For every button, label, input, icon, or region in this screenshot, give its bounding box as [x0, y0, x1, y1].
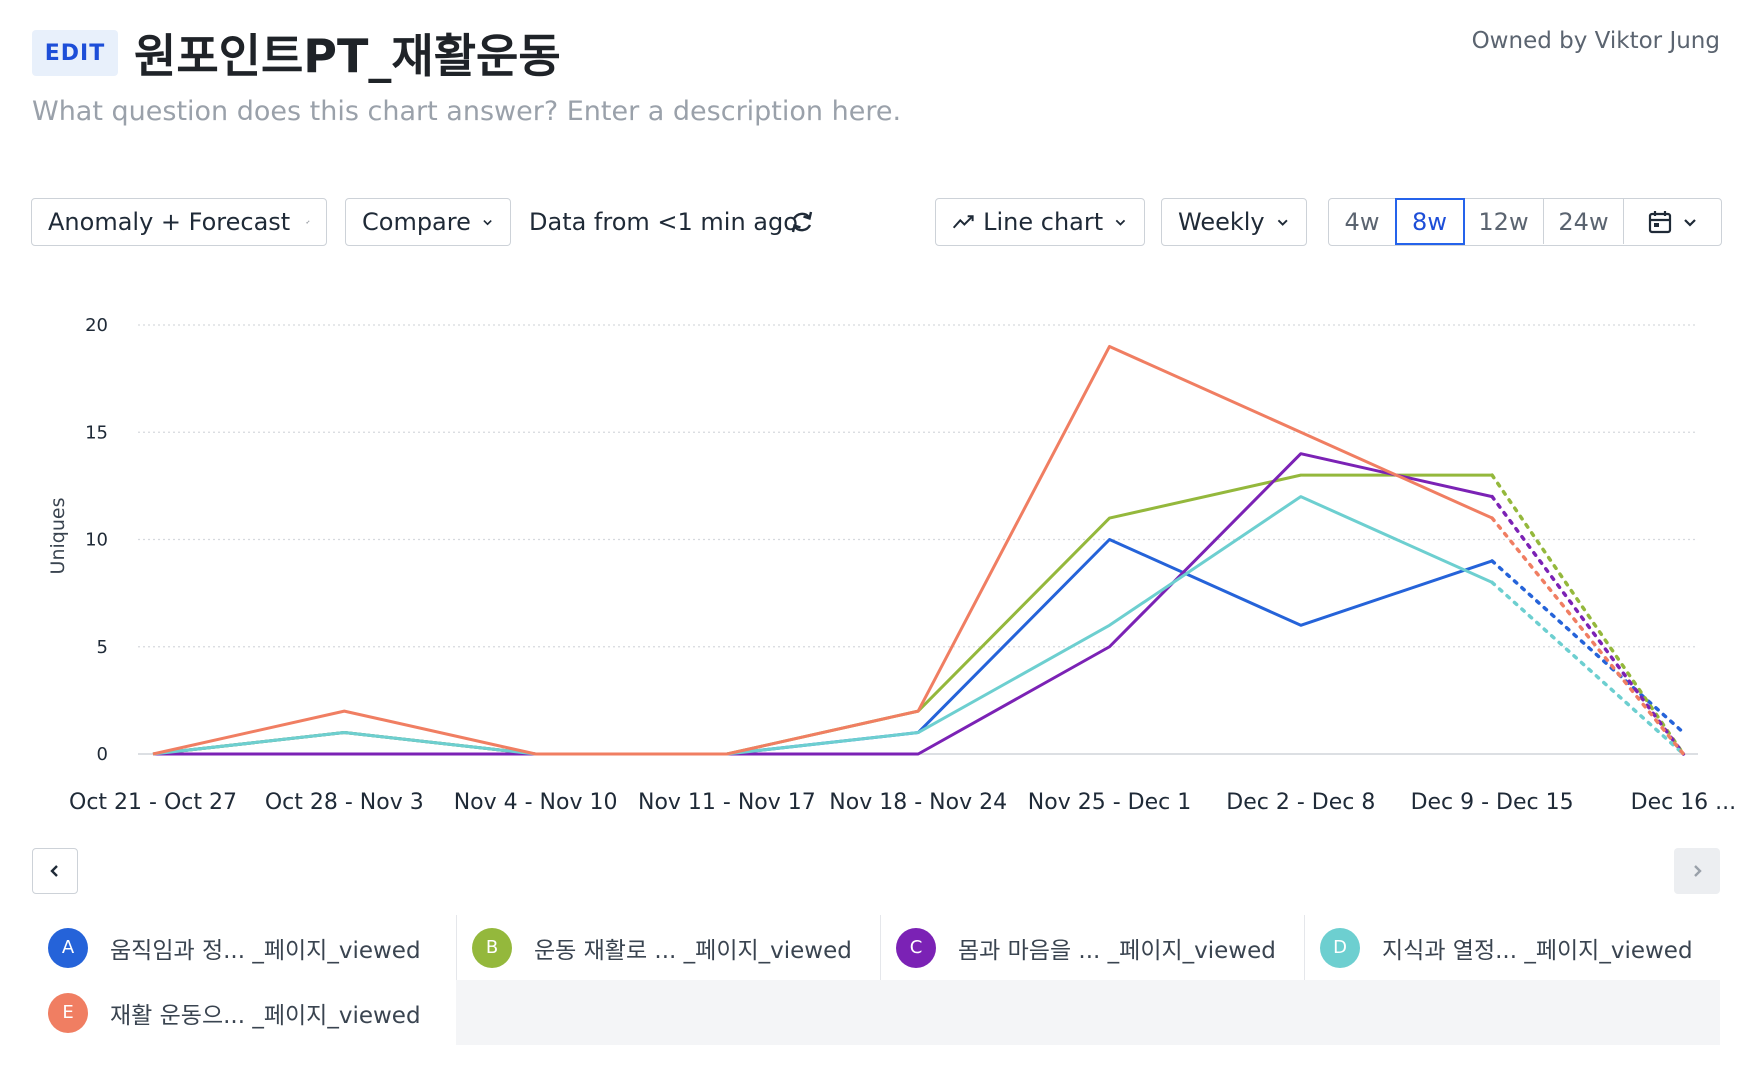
x-tick-label: Dec 16 ... [1631, 790, 1737, 815]
compare-label: Compare [362, 208, 471, 236]
legend-letter-badge: E [48, 992, 88, 1033]
series-forecast-a[interactable] [1490, 559, 1686, 735]
x-tick-label: Oct 21 - Oct 27 [69, 790, 237, 815]
series-line-d[interactable] [152, 495, 1493, 756]
legend-prev-button[interactable] [32, 848, 78, 894]
series-forecast-d[interactable] [1490, 580, 1686, 756]
chevron-right-icon [1694, 865, 1702, 877]
chevron-down-icon [1277, 219, 1288, 226]
legend-letter-badge: C [896, 927, 936, 968]
legend-letter-badge: B [472, 927, 512, 968]
chevron-down-icon [1683, 218, 1696, 227]
legend-item-label: 재활 운동으... _페이지_viewed [110, 1002, 421, 1029]
refresh-icon[interactable] [786, 206, 818, 238]
x-tick-label: Nov 11 - Nov 17 [638, 790, 816, 815]
legend-item-a[interactable]: A 움직임과 정... _페이지_viewed [32, 915, 456, 980]
series-forecast-e[interactable] [1490, 516, 1686, 756]
legend-item-c[interactable]: C 몸과 마음을 ... _페이지_viewed [880, 915, 1304, 980]
legend-divider [880, 915, 881, 980]
range-selector: 4w 8w 12w 24w [1328, 198, 1722, 246]
range-24w[interactable]: 24w [1544, 199, 1624, 244]
x-tick-label: Nov 25 - Dec 1 [1028, 790, 1191, 815]
legend-item-label: 몸과 마음을 ... _페이지_viewed [958, 937, 1276, 964]
legend-next-button[interactable] [1674, 848, 1720, 894]
y-axis-title: Uniques [47, 498, 69, 575]
x-tick-label: Dec 2 - Dec 8 [1226, 790, 1375, 815]
range-12w[interactable]: 12w [1464, 199, 1544, 244]
legend-item-label: 지식과 열정... _페이지_viewed [1382, 937, 1693, 964]
y-tick-label: 20 [85, 315, 108, 336]
page-title[interactable]: 원포인트PT_재활운동 [134, 29, 561, 83]
magic-wand-icon [306, 220, 310, 224]
y-tick-label: 5 [97, 637, 108, 658]
compare-dropdown[interactable]: Compare [345, 198, 511, 246]
range-4w[interactable]: 4w [1329, 199, 1396, 244]
range-8w[interactable]: 8w [1395, 198, 1465, 245]
chart-type-label: Line chart [983, 208, 1104, 236]
description-input[interactable]: What question does this chart answer? En… [32, 96, 902, 127]
y-tick-label: 0 [97, 744, 108, 765]
data-freshness-label: Data from <1 min ago [529, 208, 798, 236]
x-tick-label: Dec 9 - Dec 15 [1411, 790, 1574, 815]
legend-divider [1304, 915, 1305, 980]
legend-letter-badge: D [1320, 927, 1360, 968]
legend-item-b[interactable]: B 운동 재활로 ... _페이지_viewed [456, 915, 880, 980]
legend-divider [456, 915, 457, 980]
line-chart-icon [952, 215, 974, 229]
edit-button[interactable]: EDIT [32, 30, 118, 76]
date-picker-button[interactable] [1624, 199, 1721, 244]
line-chart: Uniques 0 5 10 15 20 Oct 21 - Oct 27 Oct 28 -… [47, 315, 1737, 815]
legend-empty-area [456, 980, 1720, 1045]
legend-item-label: 움직임과 정... _페이지_viewed [110, 937, 421, 964]
legend-letter-badge: A [48, 927, 88, 968]
chevron-left-icon [50, 865, 58, 877]
chevron-down-icon [1115, 219, 1126, 226]
legend-item-e[interactable]: E 재활 운동으... _페이지_viewed [32, 980, 456, 1045]
anomaly-forecast-button[interactable]: Anomaly + Forecast [31, 198, 327, 246]
legend-item-d[interactable]: D 지식과 열정... _페이지_viewed [1304, 915, 1728, 980]
owner-label: Owned by Viktor Jung [1471, 28, 1720, 54]
y-tick-label: 10 [85, 530, 108, 551]
interval-dropdown[interactable]: Weekly [1161, 198, 1307, 246]
legend-item-label: 운동 재활로 ... _페이지_viewed [534, 937, 852, 964]
series-line-e[interactable] [152, 344, 1493, 756]
x-tick-label: Nov 4 - Nov 10 [454, 790, 618, 815]
series-forecast-c[interactable] [1490, 494, 1686, 756]
anomaly-forecast-label: Anomaly + Forecast [48, 208, 291, 236]
series-line-c[interactable] [153, 452, 1493, 756]
series-forecast-b[interactable] [1490, 473, 1686, 756]
y-tick-label: 15 [85, 422, 108, 443]
x-tick-label: Oct 28 - Nov 3 [265, 790, 424, 815]
x-tick-label: Nov 18 - Nov 24 [829, 790, 1007, 815]
interval-label: Weekly [1178, 208, 1265, 236]
chevron-down-icon [483, 219, 492, 226]
legend: A 움직임과 정... _페이지_viewed B 운동 재활로 ... _페이지_v… [32, 915, 1720, 1045]
chart-type-dropdown[interactable]: Line chart [935, 198, 1145, 246]
calendar-icon [1648, 210, 1671, 233]
